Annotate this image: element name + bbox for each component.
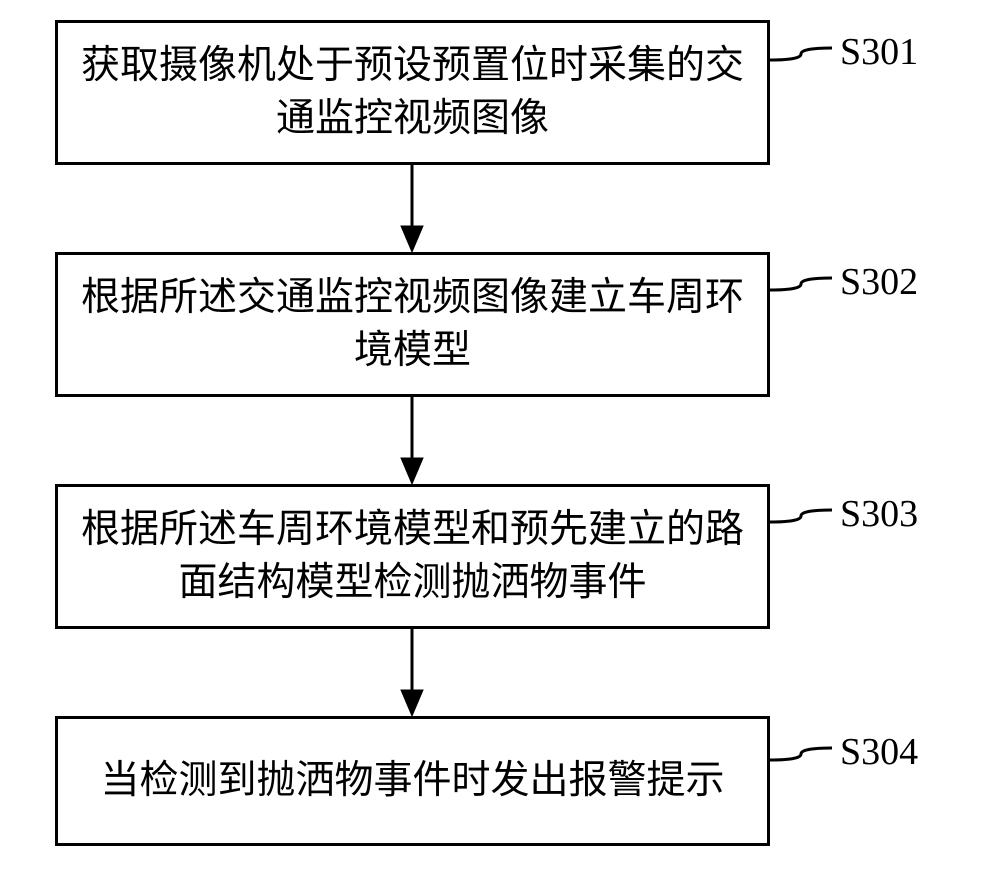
flow-step-text: 当检测到抛洒物事件时发出报警提示 (58, 755, 767, 808)
leader-line-s303 (768, 508, 834, 524)
leader-line-s304 (768, 746, 834, 762)
arrow-s301-to-s302 (399, 165, 425, 254)
flow-step-text: 获取摄像机处于预设预置位时采集的交通监控视频图像 (58, 40, 767, 145)
arrow-s302-to-s303 (399, 397, 425, 486)
flow-step-s303: 根据所述车周环境模型和预先建立的路面结构模型检测抛洒物事件 (55, 484, 770, 629)
flow-step-s304: 当检测到抛洒物事件时发出报警提示 (55, 716, 770, 846)
flowchart-canvas: 获取摄像机处于预设预置位时采集的交通监控视频图像 S301 根据所述交通监控视频图像… (0, 0, 1000, 886)
leader-line-s301 (768, 46, 834, 62)
flow-step-s302: 根据所述交通监控视频图像建立车周环境模型 (55, 252, 770, 397)
step-label-s302: S302 (840, 260, 918, 304)
flow-step-s301: 获取摄像机处于预设预置位时采集的交通监控视频图像 (55, 20, 770, 165)
leader-line-s302 (768, 276, 834, 292)
flow-step-text: 根据所述交通监控视频图像建立车周环境模型 (58, 272, 767, 377)
step-label-s301: S301 (840, 30, 918, 74)
arrow-s303-to-s304 (399, 629, 425, 718)
flow-step-text: 根据所述车周环境模型和预先建立的路面结构模型检测抛洒物事件 (58, 504, 767, 609)
step-label-s304: S304 (840, 730, 918, 774)
step-label-s303: S303 (840, 492, 918, 536)
